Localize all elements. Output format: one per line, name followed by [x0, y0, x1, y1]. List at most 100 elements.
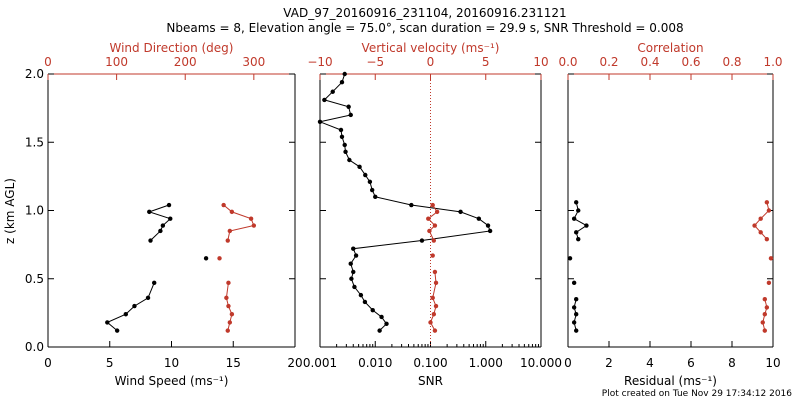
wind_direction-point — [229, 209, 235, 215]
x-tick-label: 4 — [646, 356, 654, 370]
wind_speed-point — [152, 280, 157, 286]
wind_speed-point — [105, 320, 110, 325]
snr-point — [363, 172, 368, 178]
top-tick-label: 0.6 — [681, 55, 700, 69]
vertical_velocity-point — [434, 209, 440, 215]
vertical_velocity-point — [433, 303, 439, 309]
correlation-point — [764, 200, 770, 205]
x-tick-label: 0 — [564, 356, 572, 370]
top-tick-label: −5 — [366, 55, 384, 69]
correlation-point — [766, 280, 772, 286]
snr-point — [409, 202, 414, 208]
vertical_velocity-point — [430, 295, 435, 301]
snr-point — [377, 328, 382, 333]
correlation-point — [762, 312, 767, 317]
snr-point — [348, 112, 353, 118]
residual-point — [576, 208, 581, 213]
snr-point — [384, 321, 389, 326]
wind_speed-point — [145, 295, 151, 301]
residual-point — [571, 216, 577, 221]
wind_speed-point — [203, 256, 209, 261]
x-tick-label: 0 — [44, 356, 52, 370]
snr-point — [342, 142, 347, 148]
wind_speed-point — [148, 238, 153, 243]
snr-point — [347, 157, 352, 163]
y-tick-label: 0.5 — [25, 272, 44, 286]
wind_direction-point — [227, 320, 233, 325]
x-tick-label: 10 — [164, 356, 179, 370]
top-axis-label: Correlation — [637, 41, 703, 55]
x-axis-label: SNR — [418, 374, 443, 388]
x-tick-label: 10 — [765, 356, 780, 370]
snr-point — [343, 149, 348, 155]
chart-title: VAD_97_20160916_231104, 20160916.231121 — [283, 6, 566, 20]
wind_speed-point — [166, 202, 172, 208]
x-tick-label: 0.100 — [413, 356, 447, 370]
snr-point — [458, 209, 463, 215]
x-tick-label: 15 — [226, 356, 241, 370]
correlation-point — [762, 297, 767, 302]
top-tick-label: 200 — [174, 55, 197, 69]
wind_speed-point — [168, 216, 173, 221]
snr-point — [419, 238, 425, 243]
snr-point — [317, 119, 323, 124]
y-tick-label: 1.0 — [25, 204, 44, 218]
snr-point — [352, 284, 357, 290]
correlation-point — [766, 208, 772, 213]
y-tick-label: 1.5 — [25, 135, 44, 149]
snr-point — [339, 79, 345, 85]
top-tick-label: 1.0 — [763, 55, 782, 69]
vertical_velocity-point — [432, 223, 438, 228]
vertical_velocity-point — [433, 280, 439, 286]
snr-point — [351, 269, 356, 275]
residual-point — [574, 328, 579, 333]
snr-point — [358, 292, 364, 298]
correlation-point — [764, 305, 770, 310]
top-tick-label: 0.2 — [599, 55, 618, 69]
wind_direction-point — [224, 295, 229, 301]
snr-point — [487, 228, 493, 234]
vertical_velocity-point — [430, 253, 435, 258]
y-axis-label: z (km AGL) — [3, 178, 17, 244]
wind_speed-point — [160, 223, 166, 228]
snr-point — [342, 71, 347, 77]
residual-point — [574, 297, 579, 302]
x-tick-label: 2 — [605, 356, 613, 370]
vertical_velocity-point — [428, 320, 433, 325]
chart-subtitle: Nbeams = 8, Elevation angle = 75.0°, sca… — [166, 21, 683, 35]
wind_direction-point — [251, 223, 257, 228]
wind_speed-point — [132, 303, 137, 309]
snr-point — [349, 276, 354, 281]
residual-point — [571, 320, 577, 325]
top-tick-label: 5 — [482, 55, 490, 69]
top-tick-label: 300 — [242, 55, 265, 69]
y-tick-label: 0.0 — [25, 340, 44, 354]
wind_speed-point — [147, 209, 152, 215]
x-tick-label: 10.000 — [520, 356, 562, 370]
vertical_velocity-point — [430, 202, 435, 208]
correlation-point — [762, 328, 767, 333]
wind_direction-point — [248, 216, 254, 221]
residual-point — [574, 312, 579, 317]
snr-point — [373, 194, 378, 200]
correlation-point — [760, 320, 765, 325]
correlation-point — [764, 236, 770, 242]
wind_direction-point — [225, 238, 230, 243]
y-tick-label: 2.0 — [25, 67, 44, 81]
snr-point — [353, 253, 359, 258]
snr-point — [369, 187, 375, 193]
x-tick-label: 8 — [728, 356, 736, 370]
snr-point — [348, 261, 353, 266]
correlation-point — [768, 256, 774, 261]
wind_direction-point — [227, 228, 233, 234]
snr-point — [485, 223, 491, 228]
wind_speed-line — [147, 204, 172, 241]
x-tick-label: 0.010 — [358, 356, 392, 370]
wind_direction-point — [226, 303, 231, 309]
residual-point — [574, 200, 579, 205]
residual-point — [567, 256, 573, 261]
top-tick-label: 0.0 — [558, 55, 577, 69]
wind_direction-point — [225, 328, 230, 333]
